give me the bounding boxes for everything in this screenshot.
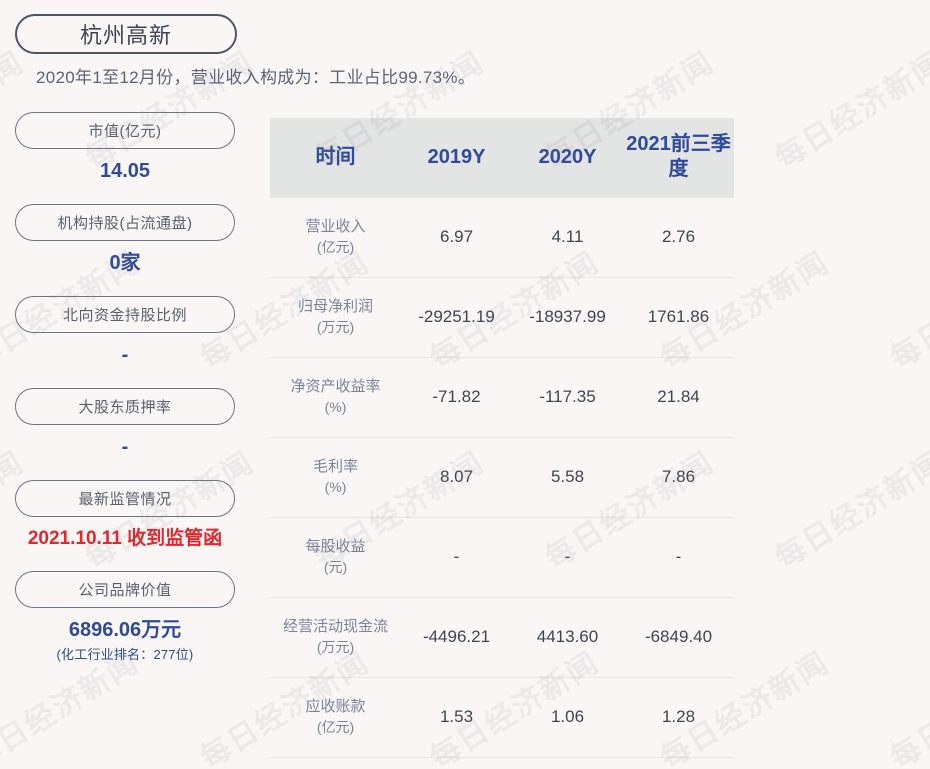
cell-value: 1.06 [512,677,623,758]
table-row: 应收账款 (亿元) 1.53 1.06 1.28 [270,677,734,758]
metric-brand-value: 公司品牌价值 6896.06万元 (化工行业排名：277位) [0,571,250,673]
cell-value: - [623,517,734,598]
metric-value: - [121,436,129,458]
metric-label: 机构持股(占流通盘) [57,215,193,232]
row-unit-text: (亿元) [316,718,355,735]
cell-value: 2.76 [661,226,696,246]
table-row: 毛利率 (%) 8.07 5.58 7.86 [270,437,734,518]
row-unit-text: (万元) [316,318,355,335]
table-row: 营业收入 (亿元) 6.97 4.11 2.76 [270,198,734,278]
table-row: 经营活动现金流 (万元) -4496.21 4413.60 -6849.40 [270,597,734,678]
metric-label: 北向资金持股比例 [62,307,187,324]
table-row: 归母净利润 (万元) -29251.19 -18937.99 1761.86 [270,277,734,358]
metric-label: 市值(亿元) [88,123,162,140]
cell-value: - [401,517,512,598]
cell-value: 4.11 [551,226,584,246]
metric-label-pill: 机构持股(占流通盘) [15,204,235,241]
row-label-revenue: 营业收入 (亿元) [270,198,401,278]
row-unit-text: (元) [323,558,348,575]
metric-label-pill: 最新监管情况 [15,480,235,517]
row-unit-text: (%) [324,398,347,415]
row-label-gross-margin: 毛利率 (%) [270,437,401,518]
cell-value: -117.35 [512,357,623,438]
cell-value: -18937.99 [512,277,623,358]
metric-label-pill: 公司品牌价值 [15,571,235,608]
metric-market-cap: 市值(亿元) 14.05 [0,112,250,194]
row-label-text: 每股收益 [305,538,366,556]
metric-label: 最新监管情况 [78,491,172,508]
row-label-text: 营业收入 [305,218,366,236]
column-header-period: 时间 [270,118,401,198]
cell-value: 1.28 [623,677,734,758]
cell-value: -29251.19 [401,277,512,358]
column-header-2019: 2019Y [401,118,512,198]
cell-value: 21.84 [623,357,734,438]
row-label-text: 经营活动现金流 [282,618,388,636]
cell-value: -4496.21 [401,597,512,678]
table-header-row: 时间 2019Y 2020Y 2021前三季度 [270,118,734,198]
row-label-text: 归母净利润 [297,298,373,316]
revenue-composition-subtitle: 2020年1至12月份，营业收入构成为：工业占比99.73%。 [36,68,476,87]
metric-sub-value: (化工行业排名：277位) [56,647,194,662]
metric-northbound-holding: 北向资金持股比例 - [0,296,250,378]
metric-institutional-holding: 机构持股(占流通盘) 0家 [0,204,250,286]
cell-value: 6.97 [439,226,474,246]
metric-value: 2021.10.11 收到监管函 [27,528,223,549]
cell-value: 4413.60 [512,597,623,678]
metric-value: - [121,344,129,366]
metrics-sidebar: 市值(亿元) 14.05 机构持股(占流通盘) 0家 北向资金持股比例 - 大股… [0,112,250,683]
cell-value: -6849.40 [623,597,734,678]
metric-label: 大股东质押率 [78,399,172,416]
row-label-operating-cashflow: 经营活动现金流 (万元) [270,597,401,678]
column-header-2021q3: 2021前三季度 [623,118,734,198]
table-row: 净资产收益率 (%) -71.82 -117.35 21.84 [270,357,734,438]
row-unit-text: (万元) [316,638,355,655]
row-label-text: 应收账款 [305,698,366,716]
cell-value: 5.58 [512,437,623,518]
cell-value: 8.07 [401,437,512,518]
metric-pledge-ratio: 大股东质押率 - [0,388,250,470]
row-label-net-profit: 归母净利润 (万元) [270,277,401,358]
table-row: 每股收益 (元) - - - [270,517,734,598]
company-name-pill: 杭州高新 [15,14,237,54]
row-label-text: 毛利率 [312,458,358,476]
cell-value: -71.82 [401,357,512,438]
page-title: 杭州高新 [79,23,172,48]
metric-regulatory-status: 最新监管情况 2021.10.11 收到监管函 [0,480,250,561]
metric-value: 0家 [109,252,141,274]
row-label-text: 净资产收益率 [290,378,381,396]
metric-label: 公司品牌价值 [78,582,172,599]
metric-label-pill: 市值(亿元) [15,112,235,149]
row-unit-text: (亿元) [316,238,355,255]
cell-value: 7.86 [623,437,734,518]
metric-value: 6896.06万元 [68,619,182,641]
cell-value: 1.53 [401,677,512,758]
metric-label-pill: 大股东质押率 [15,388,235,425]
cell-value: 1761.86 [623,277,734,358]
metric-label-pill: 北向资金持股比例 [15,296,235,333]
row-label-roe: 净资产收益率 (%) [270,357,401,438]
row-unit-text: (%) [324,478,347,495]
cell-value: - [512,517,623,598]
financial-summary-table: 时间 2019Y 2020Y 2021前三季度 营业收入 (亿元) 6.97 4… [270,118,734,758]
column-header-2020: 2020Y [512,118,623,198]
row-label-eps: 每股收益 (元) [270,517,401,598]
metric-value: 14.05 [99,160,151,182]
row-label-accounts-receivable: 应收账款 (亿元) [270,677,401,758]
